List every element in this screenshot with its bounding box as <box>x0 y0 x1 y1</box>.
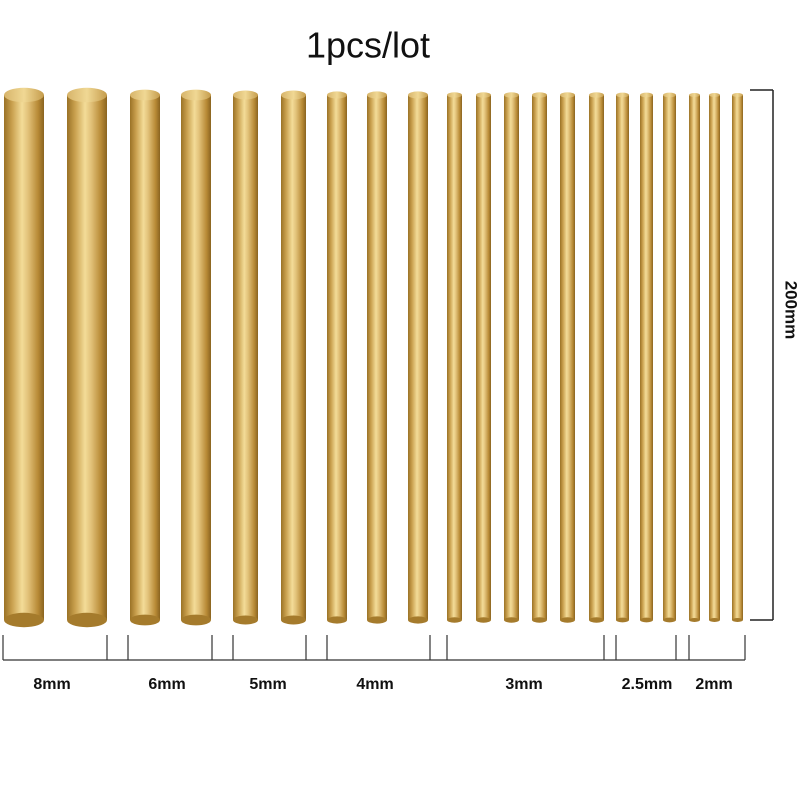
rod-end <box>560 617 575 623</box>
length-bracket <box>750 89 774 621</box>
rod <box>709 95 720 620</box>
rod-cap <box>732 93 743 97</box>
rod-end <box>447 617 462 623</box>
rod-cap <box>689 93 700 97</box>
rod-end <box>476 617 491 623</box>
rod-cap <box>616 92 629 98</box>
rod-end <box>4 612 44 628</box>
rod-end <box>663 617 676 623</box>
rod <box>281 95 306 620</box>
rod <box>640 95 653 620</box>
rod-end <box>640 617 653 623</box>
rod <box>689 95 700 620</box>
rod <box>532 95 547 620</box>
rod-end <box>181 614 211 626</box>
rod-cap <box>67 87 107 103</box>
rod-end <box>281 615 306 625</box>
rod-cap <box>504 92 519 98</box>
rod-end <box>504 617 519 623</box>
rod-end <box>689 618 700 622</box>
rod-cap <box>589 92 604 98</box>
rod <box>560 95 575 620</box>
rod <box>327 95 347 620</box>
rod-end <box>709 618 720 622</box>
rod-end <box>408 616 428 624</box>
rod-end <box>67 612 107 628</box>
size-label: 5mm <box>249 676 286 693</box>
rod <box>408 95 428 620</box>
rod-cap <box>532 92 547 98</box>
rod-cap <box>233 90 258 100</box>
rod-end <box>327 616 347 624</box>
rod-cap <box>327 91 347 99</box>
rod <box>233 95 258 620</box>
rod-end <box>589 617 604 623</box>
size-label: 4mm <box>356 676 393 693</box>
rod-cap <box>281 90 306 100</box>
rod <box>589 95 604 620</box>
rod-end <box>616 617 629 623</box>
size-label: 2mm <box>695 676 732 693</box>
length-label: 200mm <box>782 281 800 340</box>
rod-cap <box>130 89 160 101</box>
rod <box>663 95 676 620</box>
rod-cap <box>181 89 211 101</box>
rod-cap <box>560 92 575 98</box>
rod-cap <box>476 92 491 98</box>
title: 1pcs/lot <box>306 25 430 66</box>
size-brackets: 8mm 6mm 5mm 4mm 3mm 2.5mm 2mm <box>2 635 746 693</box>
rod-end <box>532 617 547 623</box>
rod-cap <box>663 92 676 98</box>
rod <box>447 95 462 620</box>
size-label: 8mm <box>33 676 70 693</box>
rod-cap <box>367 91 387 99</box>
rod <box>616 95 629 620</box>
rod <box>4 95 44 620</box>
size-label: 6mm <box>148 676 185 693</box>
rod <box>181 95 211 620</box>
size-label: 3mm <box>505 676 542 693</box>
rod-cap <box>408 91 428 99</box>
rod <box>732 95 743 620</box>
rod-cap <box>709 93 720 97</box>
rod-end <box>233 615 258 625</box>
rod <box>504 95 519 620</box>
rod <box>130 95 160 620</box>
rods <box>4 87 743 628</box>
rod-end <box>732 618 743 622</box>
rod-end <box>367 616 387 624</box>
size-label: 2.5mm <box>622 676 673 693</box>
rod-end <box>130 614 160 626</box>
rod-cap <box>447 92 462 98</box>
rod <box>367 95 387 620</box>
rod-cap <box>4 87 44 103</box>
rod <box>67 95 107 620</box>
rod <box>476 95 491 620</box>
rod-cap <box>640 92 653 98</box>
